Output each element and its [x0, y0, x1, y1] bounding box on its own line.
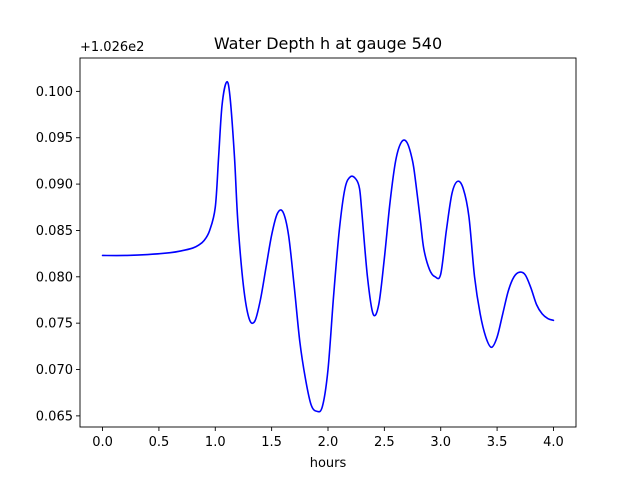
x-tick-label: 2.0: [318, 435, 339, 450]
x-tick-label: 1.5: [261, 435, 282, 450]
y-tick-label: 0.085: [36, 224, 73, 239]
x-axis-ticks: 0.0 0.5 1.0 1.5 2.0 2.5 3.0 3.5 4.0: [92, 427, 564, 450]
y-tick-label: 0.090: [36, 178, 73, 193]
chart-title: Water Depth h at gauge 540: [214, 34, 442, 53]
x-tick-label: 1.0: [205, 435, 226, 450]
y-tick-label: 0.080: [36, 270, 73, 285]
x-tick-label: 2.5: [374, 435, 395, 450]
y-tick-label: 0.070: [36, 363, 73, 378]
x-tick-label: 0.0: [92, 435, 113, 450]
y-tick-label: 0.100: [36, 85, 73, 100]
x-tick-label: 3.0: [430, 435, 451, 450]
y-tick-label: 0.095: [36, 131, 73, 146]
y-axis-ticks: 0.065 0.070 0.075 0.080 0.085 0.090 0.095 0.100: [36, 85, 80, 424]
series-line-0: [101, 80, 555, 413]
y-axis-offset-label: +1.026e2: [80, 40, 144, 55]
plot-area: [79, 57, 577, 428]
x-tick-label: 0.5: [149, 435, 170, 450]
x-axis-label: hours: [310, 456, 347, 471]
y-tick-label: 0.075: [36, 317, 73, 332]
x-tick-label: 3.5: [487, 435, 508, 450]
x-tick-label: 4.0: [543, 435, 564, 450]
y-tick-label: 0.065: [36, 409, 73, 424]
